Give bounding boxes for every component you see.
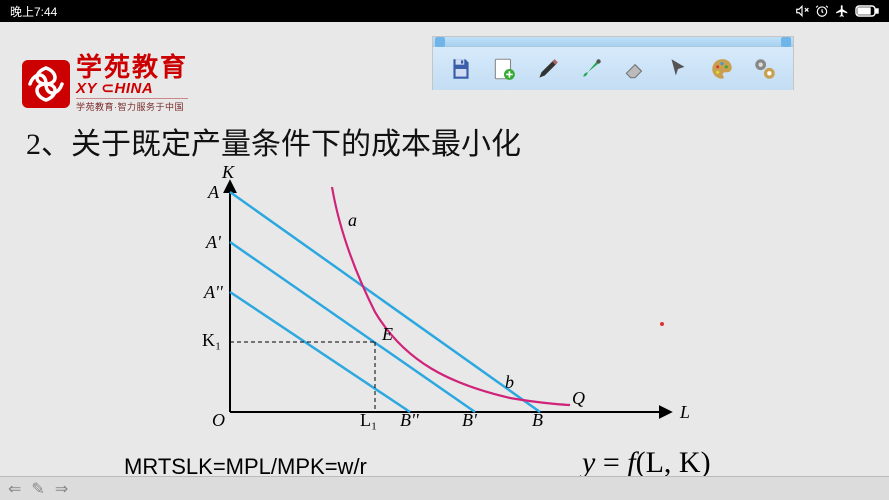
- label-A: A: [208, 182, 219, 203]
- laser-pointer: [660, 322, 664, 326]
- tool-palette[interactable]: [705, 52, 739, 86]
- logo-tagline: 学苑教育·智力服务于中国: [76, 98, 188, 113]
- logo-en-text: XY ⊂HINA: [76, 80, 188, 98]
- player-bottom-bar: ⇐ ✎ ⇒: [0, 476, 889, 500]
- f2-eq: =: [595, 446, 627, 479]
- tool-save[interactable]: [444, 52, 478, 86]
- label-K: K: [222, 162, 234, 183]
- mute-icon: [795, 4, 809, 18]
- label-App: A'': [204, 282, 223, 303]
- label-Ap: A': [206, 232, 221, 253]
- label-Q: Q: [572, 388, 585, 409]
- f2-args: (L, K): [636, 446, 711, 479]
- status-bar: 晚上7:44: [0, 0, 889, 22]
- label-K1: K₁: [202, 330, 221, 351]
- label-O: O: [212, 410, 225, 431]
- label-L: L: [680, 402, 690, 423]
- tangent-dashlines: [230, 342, 375, 412]
- add-page-icon: [491, 56, 517, 82]
- prev-icon[interactable]: ⇐: [8, 479, 21, 499]
- label-L1: L₁: [360, 410, 377, 431]
- edit-icon[interactable]: ✎: [31, 479, 44, 499]
- tool-pointer[interactable]: [661, 52, 695, 86]
- tool-pencil[interactable]: [531, 52, 565, 86]
- label-E: E: [382, 324, 393, 345]
- logo-cn-text: 学苑教育: [76, 54, 188, 80]
- alarm-icon: [815, 4, 829, 18]
- cost-min-diagram: K L O A A' A'' K₁ B B' B'' L₁ a b E Q: [150, 162, 700, 442]
- f2-lhs: y: [582, 446, 595, 479]
- status-time: 晚上7:44: [10, 3, 57, 20]
- label-Bp: B': [462, 410, 477, 431]
- airplane-icon: [835, 4, 849, 18]
- annotation-toolbar: [432, 36, 794, 90]
- toolbar-titlebar[interactable]: [433, 37, 793, 47]
- tool-settings[interactable]: [748, 52, 782, 86]
- formula-production-fn: y = f(L, K): [582, 446, 711, 480]
- brand-logo: 学苑教育 XY ⊂HINA 学苑教育·智力服务于中国: [22, 54, 188, 113]
- isocost-lines: [230, 192, 540, 412]
- label-a: a: [348, 210, 357, 231]
- tool-brush[interactable]: [574, 52, 608, 86]
- tool-add-page[interactable]: [487, 52, 521, 86]
- pencil-icon: [535, 56, 561, 82]
- isoquant-curve: [332, 187, 570, 405]
- battery-icon: [855, 5, 879, 17]
- toolbar-menu-icon[interactable]: [435, 37, 445, 47]
- toolbar-close-icon[interactable]: [781, 37, 791, 47]
- tool-eraser[interactable]: [618, 52, 652, 86]
- logo-mark-icon: [22, 60, 70, 108]
- label-b: b: [505, 372, 514, 393]
- slide-title: 2、关于既定产量条件下的成本最小化: [26, 119, 521, 163]
- save-icon: [448, 56, 474, 82]
- status-icons: [795, 4, 879, 18]
- settings-icon: [752, 56, 778, 82]
- f2-fn: f: [627, 446, 635, 479]
- brush-icon: [578, 56, 604, 82]
- eraser-icon: [622, 56, 648, 82]
- pointer-icon: [665, 56, 691, 82]
- palette-icon: [709, 56, 735, 82]
- slide-content: 学苑教育 XY ⊂HINA 学苑教育·智力服务于中国 2、关于既定产量条件下的成…: [0, 22, 889, 476]
- next-icon[interactable]: ⇒: [55, 479, 68, 499]
- label-B: B: [532, 410, 543, 431]
- label-Bpp: B'': [400, 410, 419, 431]
